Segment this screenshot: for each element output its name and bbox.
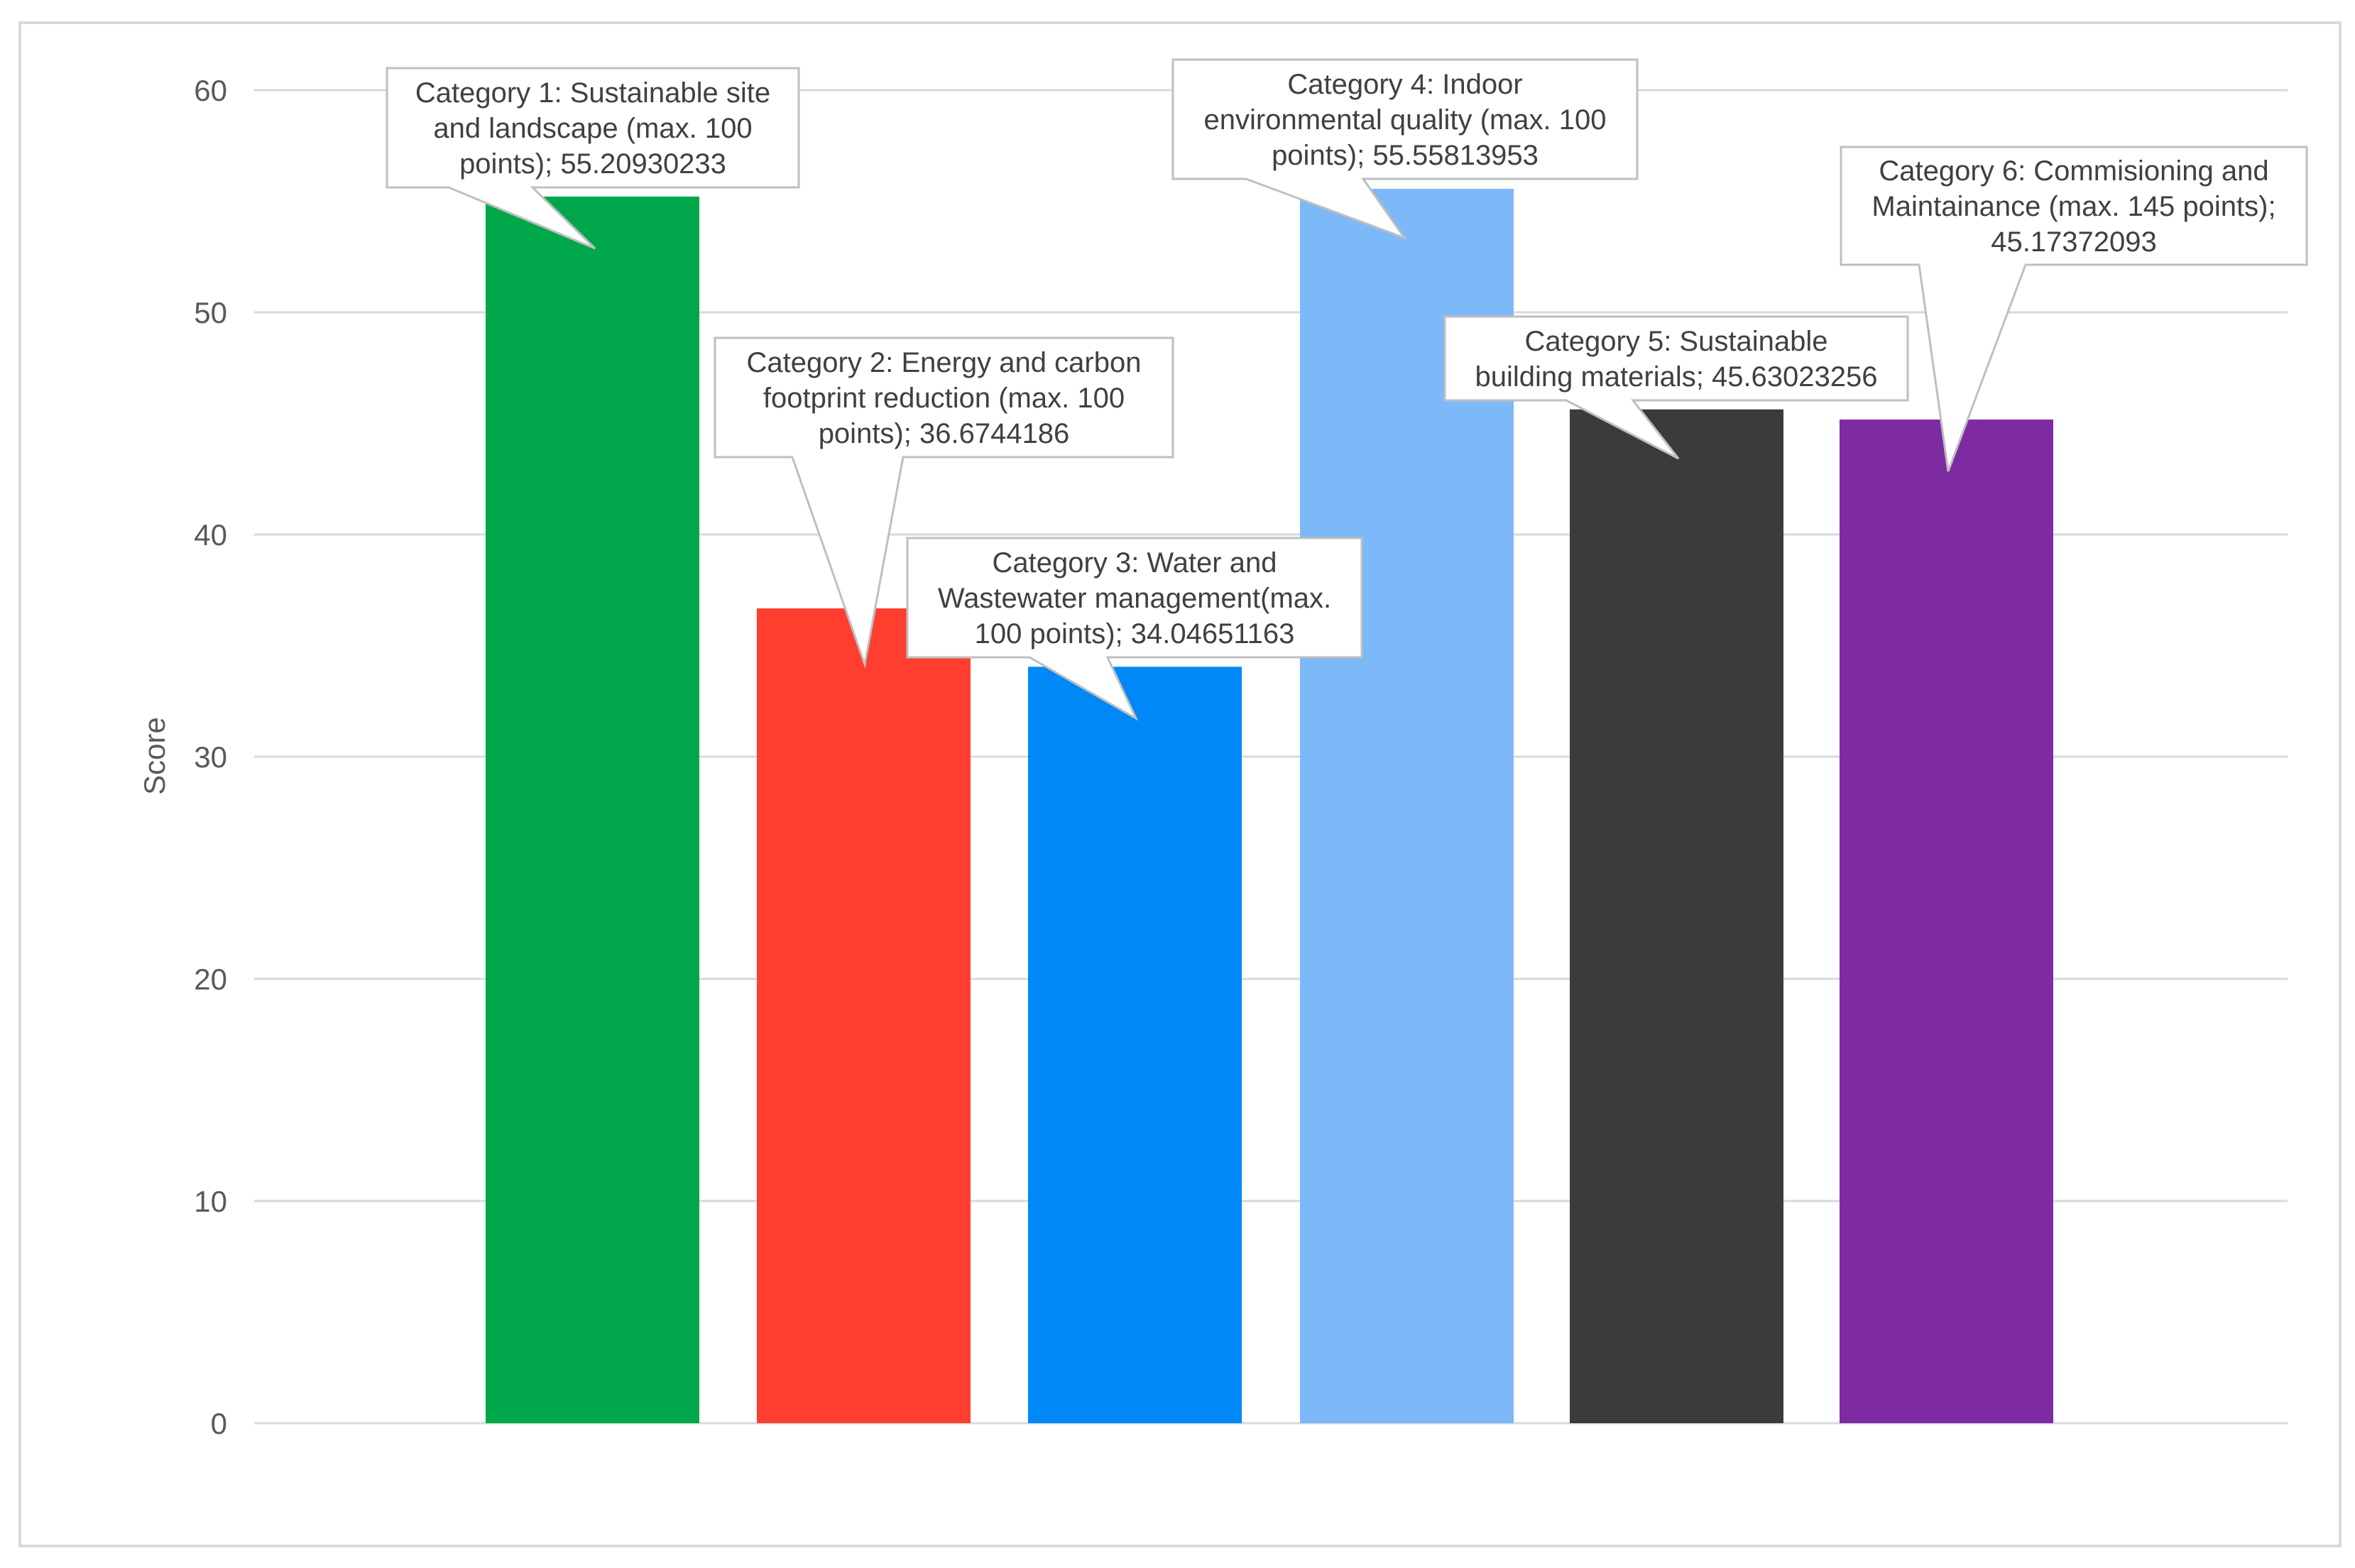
callout-text-line: points); 55.20930233	[459, 148, 726, 180]
callout-category-3: Category 3: Water and Wastewater manageme…	[906, 537, 1363, 721]
callout-text-line: 100 points); 34.04651163	[975, 618, 1295, 649]
callout-text-line: building materials; 45.63023256	[1475, 361, 1877, 393]
callout-text-line: Wastewater management(max.	[938, 583, 1331, 614]
bars	[486, 189, 2053, 1424]
callout-box	[1840, 146, 2308, 472]
bar-category-1	[486, 196, 699, 1423]
bar-category-3	[1028, 667, 1242, 1423]
callout-text-line: Maintainance (max. 145 points);	[1872, 191, 2275, 222]
callout-text-line: Category 5: Sustainable	[1525, 326, 1828, 357]
callout-box	[1443, 315, 1909, 460]
callout-text-line: points); 55.55813953	[1272, 140, 1539, 171]
callout-text-line: and landscape (max. 100	[433, 113, 752, 144]
y-tick-label: 20	[194, 963, 227, 996]
callout-text-line: points); 36.6744186	[819, 418, 1070, 449]
callout-category-6: Category 6: Commisioning and Maintainance…	[1840, 146, 2308, 472]
callout-text-line: Category 1: Sustainable site	[415, 77, 770, 109]
y-tick-label: 40	[194, 518, 227, 552]
callout-text-line: Category 4: Indoor	[1287, 69, 1522, 100]
callout-text-line: Category 6: Commisioning and	[1879, 155, 2268, 187]
callout-box	[386, 67, 800, 250]
bar-category-6	[1840, 420, 2053, 1424]
callout-box	[906, 537, 1363, 721]
y-tick-label: 0	[211, 1407, 227, 1440]
callout-text-line: 45.17372093	[1991, 226, 2157, 258]
callout-text-line: Category 2: Energy and carbon	[747, 347, 1142, 378]
y-tick-label: 10	[194, 1185, 227, 1218]
y-tick-label: 60	[194, 74, 227, 107]
bar-category-2	[757, 608, 971, 1423]
data-callouts: Category 1: Sustainable site and landscap…	[386, 58, 2308, 721]
callout-category-5: Category 5: Sustainable building material…	[1443, 315, 1909, 460]
callout-category-4: Category 4: Indoor environmental quality …	[1171, 58, 1639, 241]
callout-box	[714, 336, 1174, 669]
y-tick-label: 30	[194, 740, 227, 774]
bar-category-5	[1570, 409, 1783, 1424]
callout-category-2: Category 2: Energy and carbon footprint r…	[714, 336, 1174, 669]
callout-text-line: footprint reduction (max. 100	[763, 383, 1125, 414]
callout-category-1: Category 1: Sustainable site and landscap…	[386, 67, 800, 250]
y-axis-ticks: 0 10 20 30 40 50 60	[194, 74, 227, 1440]
callout-box	[1171, 58, 1639, 241]
callout-text-line: Category 3: Water and	[993, 547, 1277, 579]
y-tick-label: 50	[194, 296, 227, 329]
callout-text-line: environmental quality (max. 100	[1204, 104, 1607, 136]
y-axis-label: Score	[138, 717, 171, 795]
